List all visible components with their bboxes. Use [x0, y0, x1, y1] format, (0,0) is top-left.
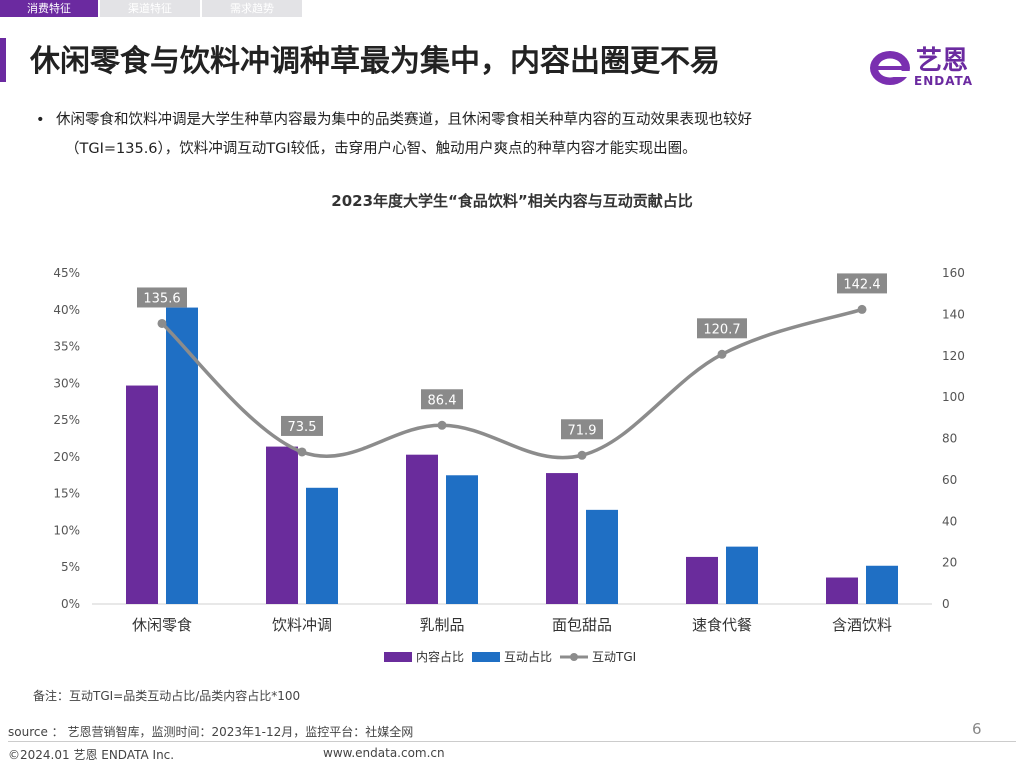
tgi-line [160, 307, 863, 460]
tgi-label-box-4 [697, 318, 747, 339]
x-tick-label: 含酒饮料 [832, 616, 892, 634]
bar-interaction-2 [446, 475, 478, 604]
bar-content-3 [546, 473, 578, 604]
copyright-text: ©2024.01 艺恩 ENDATA Inc. [8, 748, 175, 762]
tgi-data-label: 120.7 [703, 322, 740, 337]
bar-interaction-3 [586, 509, 618, 604]
brand-name: 艺恩 [916, 46, 969, 76]
tgi-label-box-0 [137, 287, 187, 308]
legend-swatch-1 [472, 652, 500, 662]
legend-swatch-0 [384, 652, 412, 662]
y-right-tick-label: 100 [942, 390, 965, 404]
website-text: www.endata.com.cn [323, 746, 445, 760]
tab-consumption-features[interactable]: 消费特征 [0, 0, 98, 17]
bar-interaction-4 [726, 546, 758, 604]
tgi-point-2 [437, 420, 447, 430]
y-left-tick-label: 0% [61, 597, 80, 611]
summary-line-1: 休闲零食和饮料冲调是大学生种草内容最为集中的品类赛道，且休闲零食相关种草内容的互… [56, 112, 752, 128]
tgi-data-label: 71.9 [568, 423, 597, 438]
tgi-point-3 [577, 450, 587, 460]
tab-demand-trends[interactable]: 需求趋势 [202, 0, 302, 17]
tgi-label-box-5 [837, 273, 887, 294]
bar-content-4 [686, 556, 718, 604]
summary-line-2: （TGI=135.6），饮料冲调互动TGI较低，击穿用户心智、触动用户爽点的种草… [65, 141, 697, 157]
endata-logo-icon [870, 51, 911, 85]
tgi-data-label: 135.6 [143, 291, 180, 306]
x-tick-label: 乳制品 [419, 616, 464, 634]
y-left-tick-label: 20% [53, 450, 80, 464]
y-left-tick-label: 5% [61, 560, 80, 574]
legend-label: 互动TGI [592, 650, 636, 664]
legend-swatch-dot-2 [570, 653, 578, 661]
tgi-label-box-1 [281, 415, 323, 436]
y-right-tick-label: 80 [942, 432, 957, 446]
bullet-dot-icon: • [36, 112, 45, 128]
y-left-tick-label: 15% [53, 487, 80, 501]
y-left-tick-label: 45% [53, 266, 80, 280]
legend-label: 互动占比 [504, 649, 552, 664]
source-text: source ： 艺恩营销智库，监测时间：2023年1-12月，监控平台：社媒全… [8, 725, 414, 739]
tgi-point-5 [857, 304, 867, 314]
bar-content-2 [406, 454, 438, 604]
y-right-tick-label: 0 [942, 597, 950, 611]
page-title: 休闲零食与饮料冲调种草最为集中，内容出圈更不易 [30, 44, 720, 79]
title-accent-bar [0, 38, 6, 82]
y-right-tick-label: 40 [942, 514, 957, 528]
tgi-data-label: 73.5 [288, 420, 317, 435]
y-left-tick-label: 10% [53, 523, 80, 537]
y-left-tick-label: 35% [53, 340, 80, 354]
x-tick-label: 速食代餐 [692, 616, 752, 634]
bar-content-0 [126, 385, 158, 604]
top-tabs: 消费特征 渠道特征 需求趋势 [0, 0, 304, 17]
y-right-tick-label: 20 [942, 556, 957, 570]
tgi-data-label: 142.4 [843, 277, 880, 292]
y-left-tick-label: 30% [53, 376, 80, 390]
page-number: 6 [972, 720, 982, 738]
tab-channel-features[interactable]: 渠道特征 [100, 0, 200, 17]
tgi-label-box-2 [421, 389, 463, 410]
bar-interaction-0 [166, 307, 198, 604]
y-right-tick-label: 140 [942, 307, 965, 321]
tgi-data-label: 86.4 [428, 393, 457, 408]
footer-divider [8, 741, 1016, 742]
brand-sub: ENDATA [914, 74, 974, 88]
chart-note: 备注：互动TGI=品类互动占比/品类内容占比*100 [33, 689, 301, 703]
x-tick-label: 面包甜品 [552, 616, 612, 634]
y-right-tick-label: 160 [942, 266, 965, 280]
summary-bullet: • 休闲零食和饮料冲调是大学生种草内容最为集中的品类赛道，且休闲零食相关种草内容… [36, 106, 936, 164]
x-tick-label: 休闲零食 [132, 616, 192, 634]
legend-label: 内容占比 [416, 649, 464, 664]
bar-content-5 [826, 577, 858, 604]
x-tick-label: 饮料冲调 [272, 616, 332, 634]
y-left-tick-label: 40% [53, 303, 80, 317]
tgi-point-4 [717, 349, 727, 359]
chart-title: 2023年度大学生“食品饮料”相关内容与互动贡献占比 [331, 192, 693, 210]
bar-interaction-5 [866, 565, 898, 604]
y-right-tick-label: 60 [942, 473, 957, 487]
bar-content-1 [266, 446, 298, 604]
y-right-tick-label: 120 [942, 349, 965, 363]
y-left-tick-label: 25% [53, 413, 80, 427]
tgi-point-1 [297, 447, 307, 457]
bar-interaction-1 [306, 487, 338, 604]
tgi-point-0 [157, 318, 167, 328]
tgi-label-box-3 [561, 419, 603, 440]
